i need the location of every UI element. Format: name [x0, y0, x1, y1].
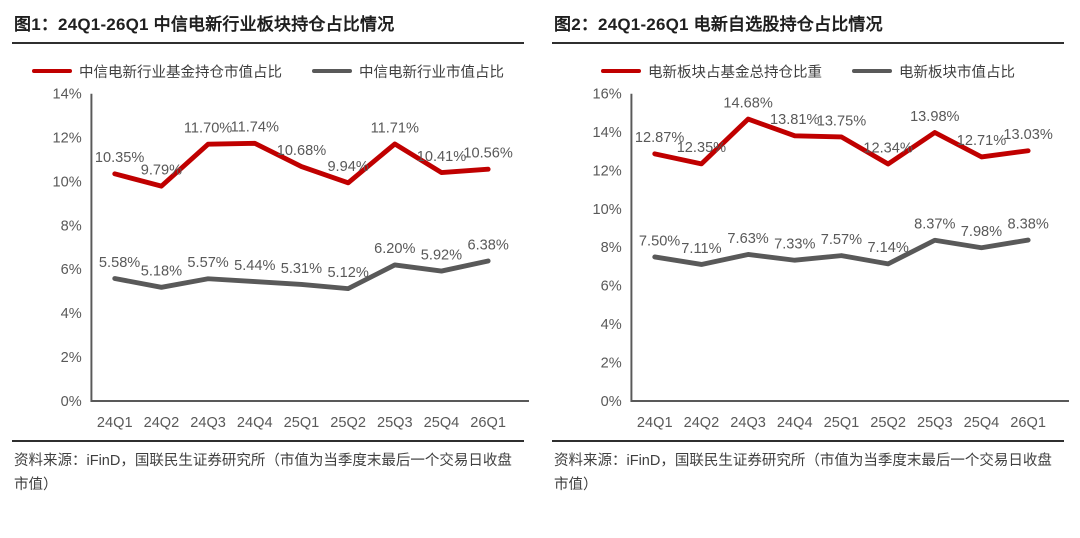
legend-item-fund-holding: 中信电新行业基金持仓市值占比 — [32, 61, 282, 82]
legend-label: 中信电新行业市值占比 — [359, 64, 504, 81]
legend-line-swatch-red — [601, 68, 641, 74]
svg-text:4%: 4% — [61, 306, 82, 322]
svg-text:0%: 0% — [601, 394, 622, 410]
svg-text:8%: 8% — [601, 240, 622, 256]
svg-text:16%: 16% — [593, 87, 622, 103]
svg-text:7.57%: 7.57% — [821, 232, 862, 248]
figure-2-title: 图2：24Q1-26Q1 电新自选股持仓占比情况 — [552, 8, 1064, 44]
svg-text:25Q4: 25Q4 — [424, 415, 460, 431]
svg-text:13.03%: 13.03% — [1003, 127, 1052, 143]
legend-line-swatch-red — [32, 68, 72, 74]
svg-text:12.34%: 12.34% — [863, 140, 912, 156]
figure-1-line-chart: 0% 2% 4% 6% 8% 10% 12% 14% 24Q1 24Q2 24Q3 24Q4 25Q1 2… — [53, 87, 529, 431]
legend-item-market-cap: 电新板块市值占比 — [852, 61, 1015, 82]
svg-text:10%: 10% — [593, 202, 622, 218]
svg-text:11.74%: 11.74% — [231, 120, 279, 136]
svg-text:25Q3: 25Q3 — [377, 415, 413, 431]
legend-item-fund-weight: 电新板块占基金总持仓比重 — [601, 61, 822, 82]
figure-1-source: 资料来源：iFinD，国联民生证券研究所（市值为当季度末最后一个交易日收盘市值） — [12, 440, 524, 498]
legend-label: 电新板块占基金总持仓比重 — [648, 64, 822, 81]
figure-2-source: 资料来源：iFinD，国联民生证券研究所（市值为当季度末最后一个交易日收盘市值） — [552, 440, 1064, 498]
svg-text:7.33%: 7.33% — [774, 237, 815, 253]
legend-line-swatch-gray — [312, 68, 352, 74]
svg-text:25Q2: 25Q2 — [330, 415, 366, 431]
svg-text:6%: 6% — [61, 262, 82, 278]
svg-text:5.12%: 5.12% — [327, 265, 368, 281]
figure-2: 图2：24Q1-26Q1 电新自选股持仓占比情况 电新板块占基金总持仓比重 电新… — [540, 0, 1080, 498]
svg-text:10.35%: 10.35% — [95, 150, 144, 166]
svg-text:11.71%: 11.71% — [371, 120, 419, 136]
svg-text:12.35%: 12.35% — [677, 140, 726, 156]
svg-text:25Q1: 25Q1 — [824, 415, 860, 431]
svg-text:0%: 0% — [61, 394, 82, 410]
svg-text:25Q4: 25Q4 — [964, 415, 1000, 431]
svg-text:24Q2: 24Q2 — [684, 415, 720, 431]
svg-text:24Q4: 24Q4 — [237, 415, 273, 431]
svg-text:4%: 4% — [601, 317, 622, 333]
svg-text:7.14%: 7.14% — [867, 240, 908, 256]
svg-text:9.94%: 9.94% — [327, 159, 368, 175]
legend-label: 电新板块市值占比 — [899, 64, 1015, 81]
svg-text:13.98%: 13.98% — [910, 109, 959, 125]
legend-label: 中信电新行业基金持仓市值占比 — [79, 64, 282, 81]
svg-text:24Q2: 24Q2 — [144, 415, 180, 431]
svg-text:10.41%: 10.41% — [417, 149, 466, 165]
svg-text:25Q1: 25Q1 — [284, 415, 320, 431]
svg-text:8%: 8% — [61, 218, 82, 234]
figure-1-legend: 中信电新行业基金持仓市值占比 中信电新行业市值占比 — [12, 60, 524, 82]
svg-text:24Q3: 24Q3 — [190, 415, 226, 431]
svg-text:10%: 10% — [53, 174, 82, 190]
svg-text:6%: 6% — [601, 279, 622, 295]
legend-item-market-cap: 中信电新行业市值占比 — [312, 61, 504, 82]
svg-text:5.57%: 5.57% — [187, 255, 228, 271]
figure-1-title: 图1：24Q1-26Q1 中信电新行业板块持仓占比情况 — [12, 8, 524, 44]
svg-text:11.70%: 11.70% — [184, 121, 232, 137]
svg-text:2%: 2% — [61, 350, 82, 366]
svg-text:24Q3: 24Q3 — [730, 415, 766, 431]
svg-text:5.31%: 5.31% — [281, 261, 322, 277]
svg-text:13.75%: 13.75% — [817, 113, 866, 129]
svg-text:24Q1: 24Q1 — [637, 415, 673, 431]
svg-text:6.38%: 6.38% — [467, 237, 508, 253]
svg-text:5.58%: 5.58% — [99, 255, 140, 271]
svg-text:8.37%: 8.37% — [914, 217, 955, 233]
svg-text:12%: 12% — [593, 163, 622, 179]
svg-text:7.11%: 7.11% — [681, 241, 721, 257]
legend-line-swatch-gray — [852, 68, 892, 74]
svg-text:2%: 2% — [601, 355, 622, 371]
svg-text:25Q3: 25Q3 — [917, 415, 953, 431]
svg-text:6.20%: 6.20% — [374, 241, 415, 257]
svg-text:26Q1: 26Q1 — [1010, 415, 1046, 431]
svg-text:12.71%: 12.71% — [957, 133, 1006, 149]
svg-text:25Q2: 25Q2 — [870, 415, 906, 431]
svg-text:10.56%: 10.56% — [463, 146, 512, 162]
svg-text:13.81%: 13.81% — [770, 112, 819, 128]
figure-1: 图1：24Q1-26Q1 中信电新行业板块持仓占比情况 中信电新行业基金持仓市值… — [0, 0, 540, 498]
svg-text:8.38%: 8.38% — [1007, 216, 1048, 232]
svg-text:12.87%: 12.87% — [635, 130, 684, 146]
figure-2-line-chart: 0% 2% 4% 6% 8% 10% 12% 14% 16% 24Q1 24Q2 24Q3 24Q4 25… — [593, 87, 1069, 431]
svg-text:10.68%: 10.68% — [277, 143, 326, 159]
svg-text:7.50%: 7.50% — [639, 233, 680, 249]
figure-2-legend: 电新板块占基金总持仓比重 电新板块市值占比 — [552, 60, 1064, 82]
svg-text:12%: 12% — [53, 130, 82, 146]
svg-text:7.63%: 7.63% — [727, 231, 768, 247]
svg-text:5.18%: 5.18% — [141, 264, 182, 280]
svg-text:9.79%: 9.79% — [141, 162, 182, 178]
report-figures-row: 图1：24Q1-26Q1 中信电新行业板块持仓占比情况 中信电新行业基金持仓市值… — [0, 0, 1080, 498]
svg-text:14%: 14% — [53, 87, 82, 103]
svg-text:5.92%: 5.92% — [421, 247, 462, 263]
svg-text:14.68%: 14.68% — [723, 95, 772, 111]
svg-text:5.44%: 5.44% — [234, 258, 275, 274]
svg-text:26Q1: 26Q1 — [470, 415, 506, 431]
svg-text:24Q4: 24Q4 — [777, 415, 813, 431]
svg-text:14%: 14% — [593, 125, 622, 141]
svg-text:7.98%: 7.98% — [961, 224, 1002, 240]
svg-text:24Q1: 24Q1 — [97, 415, 133, 431]
